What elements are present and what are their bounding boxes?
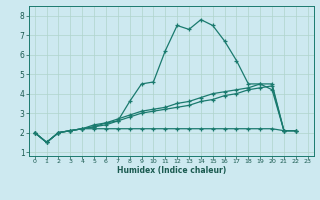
X-axis label: Humidex (Indice chaleur): Humidex (Indice chaleur) (116, 166, 226, 175)
